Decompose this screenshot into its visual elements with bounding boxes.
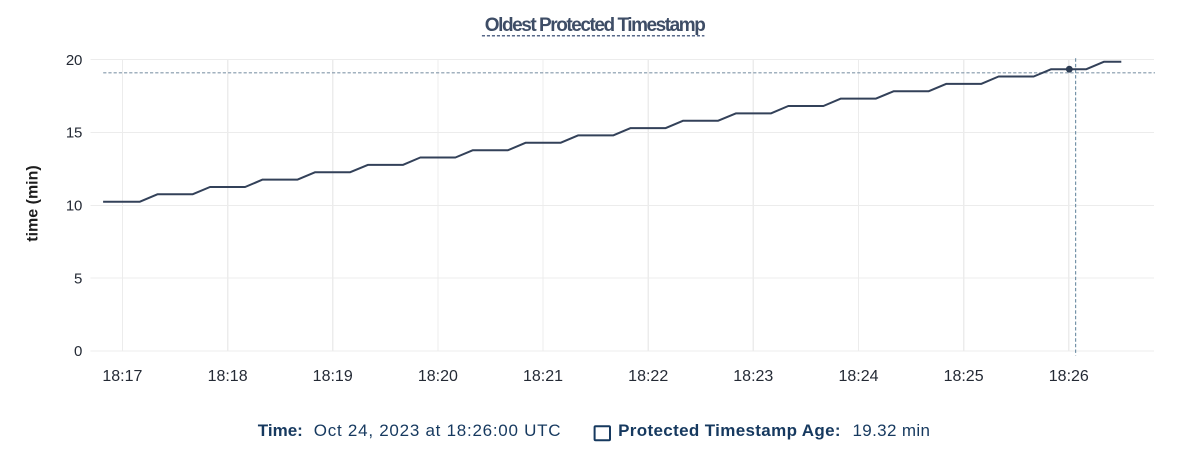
svg-text:20: 20 xyxy=(66,52,82,69)
svg-text:0: 0 xyxy=(74,343,82,360)
svg-text:18:26: 18:26 xyxy=(1049,368,1089,385)
svg-text:time (min): time (min) xyxy=(25,165,42,241)
svg-text:18:18: 18:18 xyxy=(208,368,248,385)
svg-text:18:19: 18:19 xyxy=(313,368,353,385)
svg-text:19.32 min: 19.32 min xyxy=(853,421,931,440)
svg-text:10: 10 xyxy=(66,198,82,215)
svg-text:15: 15 xyxy=(66,125,82,142)
svg-text:18:23: 18:23 xyxy=(733,368,773,385)
svg-text:Oct 24, 2023 at 18:26:00 UTC: Oct 24, 2023 at 18:26:00 UTC xyxy=(314,421,562,440)
svg-text:Time:: Time: xyxy=(258,421,303,440)
svg-text:Protected Timestamp Age:: Protected Timestamp Age: xyxy=(618,421,841,440)
svg-text:5: 5 xyxy=(74,270,82,287)
svg-text:18:24: 18:24 xyxy=(838,368,878,385)
svg-text:18:21: 18:21 xyxy=(523,368,563,385)
svg-text:18:17: 18:17 xyxy=(102,368,142,385)
svg-text:18:25: 18:25 xyxy=(944,368,984,385)
svg-text:18:22: 18:22 xyxy=(628,368,668,385)
svg-text:18:20: 18:20 xyxy=(418,368,458,385)
svg-text:Oldest Protected Timestamp: Oldest Protected Timestamp xyxy=(485,15,705,36)
